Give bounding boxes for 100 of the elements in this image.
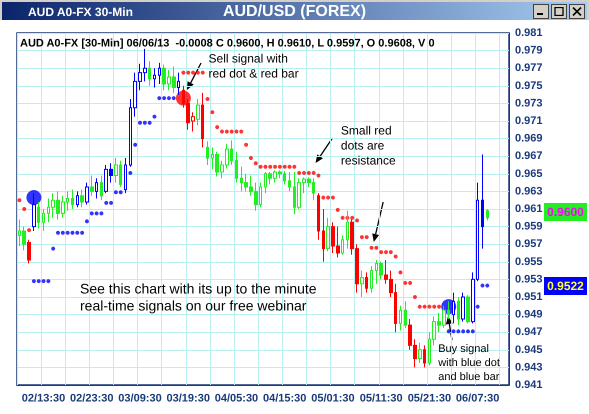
point (191, 70, 196, 75)
x-tick-label: 02/23:30 (70, 392, 114, 404)
candlestick (177, 72, 180, 96)
x-tick-label: 06/07:30 (456, 392, 500, 404)
point (408, 280, 412, 285)
y-tick-label: 0.959 (515, 220, 543, 233)
point (306, 170, 311, 175)
point (17, 198, 22, 202)
point (398, 270, 402, 274)
text: 0.9522 (547, 279, 584, 293)
x-tick-label: 03/19:30 (166, 392, 210, 404)
y-tick-label: 0.953 (515, 273, 543, 286)
point (321, 196, 326, 200)
y-tick-label: 0.981 (515, 27, 543, 39)
point (268, 164, 272, 169)
point (379, 250, 384, 254)
candlestick (201, 92, 204, 148)
candlestick (71, 189, 74, 210)
x-tick-label: 05/01:30 (311, 392, 355, 404)
candlestick (95, 178, 98, 199)
candlestick (423, 344, 426, 368)
y-tick-label: 0.949 (515, 308, 543, 321)
y-tick-label: 0.963 (515, 185, 543, 198)
point (128, 170, 132, 175)
point (297, 170, 302, 175)
candlestick (288, 172, 291, 192)
candlestick (153, 68, 156, 88)
point (234, 130, 238, 134)
y-tick-label: 0.979 (515, 44, 543, 57)
point (42, 279, 46, 284)
candlestick (148, 60, 151, 86)
point (66, 230, 70, 235)
text: 0.9600 (547, 205, 584, 219)
point (254, 161, 258, 166)
candlestick (399, 305, 402, 331)
point (258, 164, 263, 169)
y-tick-label: 0.957 (515, 238, 543, 250)
candlestick (206, 140, 209, 166)
point (210, 110, 214, 114)
candlestick (341, 234, 344, 256)
point (326, 196, 330, 200)
candlestick (457, 296, 460, 326)
candlestick (481, 154, 484, 250)
candlestick (42, 208, 45, 232)
point (461, 329, 466, 334)
candlestick (37, 201, 40, 229)
x-tick-label: 04/15:30 (262, 392, 306, 404)
point (148, 120, 152, 125)
candlestick (379, 261, 383, 280)
y-tick-label: 0.943 (515, 361, 543, 374)
point (355, 218, 360, 222)
point (84, 219, 89, 224)
y-tick-label: 0.967 (515, 150, 543, 162)
candlestick (90, 175, 94, 196)
candlestick (365, 272, 368, 294)
point (330, 196, 335, 200)
candlestick (85, 182, 89, 206)
point (142, 120, 147, 125)
point (364, 235, 369, 240)
point (224, 130, 229, 134)
point (46, 279, 50, 284)
point (60, 230, 65, 235)
y-tick-label: 0.971 (515, 115, 543, 127)
point (394, 254, 398, 259)
annotation: See this chart with its up to the minute real-time signals on our free webinar (80, 280, 317, 314)
point (32, 279, 36, 284)
candlestick (486, 208, 489, 221)
candlestick (418, 342, 422, 364)
candlestick (360, 270, 364, 298)
candlestick (322, 208, 325, 262)
point (384, 250, 388, 254)
point (374, 246, 378, 250)
candlestick (466, 294, 470, 324)
point (133, 142, 138, 147)
point (437, 304, 442, 309)
point (360, 235, 364, 240)
text: AUD A0-FX 30-Min (28, 5, 133, 19)
point (248, 156, 253, 160)
y-tick-label: 0.947 (515, 326, 543, 338)
point (476, 304, 480, 309)
candlestick (326, 217, 330, 252)
point (206, 97, 210, 101)
point (350, 216, 354, 220)
point (196, 70, 200, 75)
point (230, 130, 234, 134)
y-tick-label: 0.951 (515, 291, 543, 303)
point (162, 96, 166, 100)
point (239, 130, 244, 134)
point (278, 164, 282, 169)
y-tick-label: 0.955 (515, 256, 543, 268)
y-tick-label: 0.945 (515, 344, 543, 356)
candlestick (27, 239, 31, 264)
x-tick-label: 03/09:30 (118, 392, 162, 404)
point (220, 130, 224, 134)
candlestick (80, 189, 84, 208)
point (138, 120, 142, 125)
point (432, 304, 436, 309)
point (422, 304, 427, 309)
point (244, 142, 248, 147)
point (466, 329, 470, 334)
